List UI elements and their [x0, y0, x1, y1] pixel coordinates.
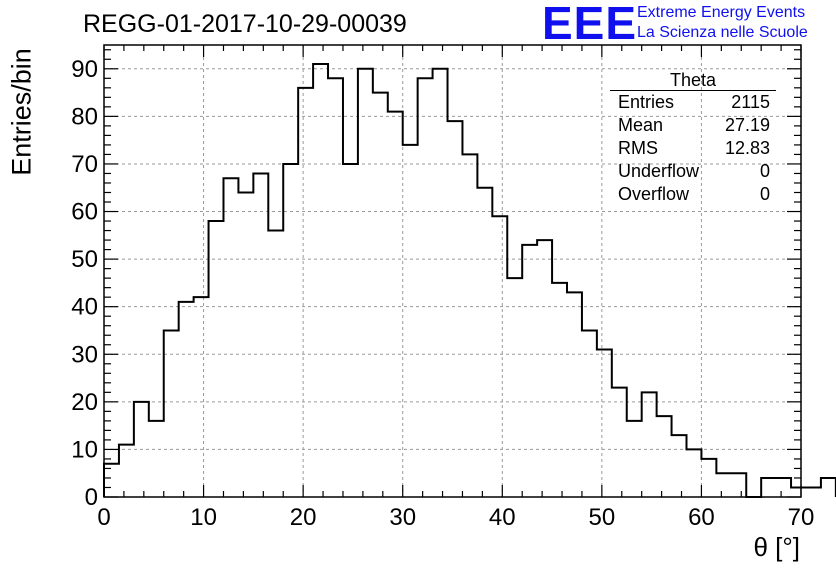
- histogram-bin: [686, 449, 701, 497]
- histogram-bin: [462, 154, 477, 497]
- stats-row-mean: Mean 27.19: [610, 114, 776, 137]
- stats-label: Overflow: [618, 184, 690, 204]
- y-tick-label: 0: [85, 484, 98, 511]
- histogram-bin: [716, 473, 731, 497]
- x-tick-label: 0: [97, 504, 110, 531]
- histogram-bin: [253, 173, 268, 497]
- x-tick-label: 60: [688, 504, 715, 531]
- histogram-bin: [194, 297, 209, 497]
- histogram-bin: [298, 88, 313, 497]
- histogram-bin: [283, 164, 298, 497]
- histogram-bin: [343, 164, 358, 497]
- histogram-bin: [612, 388, 627, 497]
- y-tick-label: 60: [71, 199, 98, 226]
- histogram-bin: [597, 350, 612, 497]
- x-tick-label: 40: [489, 504, 516, 531]
- y-tick-label: 30: [71, 341, 98, 368]
- stats-label: RMS: [618, 138, 658, 158]
- stats-row-underflow: Underflow 0: [610, 160, 776, 183]
- histogram-bin: [373, 93, 388, 497]
- histogram-bin: [433, 69, 448, 497]
- stats-label: Entries: [618, 92, 675, 112]
- histogram-bin: [731, 473, 746, 497]
- histogram-bin: [821, 478, 836, 497]
- x-axis-label: θ [°]: [753, 532, 800, 562]
- histogram-bin: [358, 69, 373, 497]
- histogram-bin: [403, 145, 418, 497]
- y-axis-label: Entries/bin: [6, 48, 37, 176]
- histogram-bin: [791, 487, 806, 497]
- histogram-bin: [492, 216, 507, 497]
- histogram-bin: [149, 421, 164, 497]
- histogram-bin: [522, 245, 537, 497]
- histogram-bin: [134, 402, 149, 497]
- y-tick-label: 10: [71, 436, 98, 463]
- histogram-bin: [552, 283, 567, 497]
- plot-frame: [103, 44, 802, 498]
- histogram-bin: [537, 240, 552, 497]
- stats-value: 27.19: [724, 115, 770, 135]
- stats-value: 12.83: [724, 138, 770, 158]
- histogram-bin: [582, 330, 597, 497]
- histogram-bin: [313, 64, 328, 497]
- histogram-bin: [164, 330, 179, 497]
- chart-title: REGG-01-2017-10-29-00039: [83, 10, 407, 38]
- y-tick-label: 40: [71, 294, 98, 321]
- histogram-bin: [268, 231, 283, 497]
- x-tick-label: 70: [788, 504, 815, 531]
- histogram-bin: [701, 459, 716, 497]
- histogram-bin: [448, 121, 463, 497]
- logo-line-1: Extreme Energy Events: [637, 4, 806, 21]
- histogram-bin: [567, 292, 582, 497]
- histogram-bin: [328, 78, 343, 497]
- histogram-bin: [642, 392, 657, 497]
- stats-label: Mean: [618, 115, 664, 135]
- stats-value: 2115: [731, 92, 770, 112]
- y-tick-label: 80: [71, 103, 98, 130]
- stats-row-rms: RMS 12.83: [610, 137, 776, 160]
- histogram-bin: [119, 445, 134, 497]
- histogram-bin: [209, 221, 224, 497]
- stats-label: Underflow: [618, 161, 700, 181]
- stats-box: Theta Entries 2115 Mean 27.19 RMS 12.83 …: [610, 70, 776, 206]
- x-tick-label: 50: [589, 504, 616, 531]
- y-tick-label: 90: [71, 56, 98, 83]
- y-tick-label: 20: [71, 389, 98, 416]
- histogram-bin: [179, 302, 194, 497]
- stats-row-entries: Entries 2115: [610, 91, 776, 114]
- histogram-bin: [672, 435, 687, 497]
- y-tick-label: 70: [71, 151, 98, 178]
- histogram-bin: [388, 112, 403, 497]
- logo-line-2: La Scienza nelle Scuole: [637, 24, 808, 41]
- histogram-bin: [238, 192, 253, 497]
- stats-value: 0: [759, 184, 770, 204]
- histogram-bin: [776, 478, 791, 497]
- y-tick-label: 50: [71, 246, 98, 273]
- stats-title: Theta: [610, 70, 776, 91]
- histogram-bin: [477, 188, 492, 497]
- histogram-bin: [806, 487, 821, 497]
- histogram-bin: [223, 178, 238, 497]
- x-tick-label: 30: [389, 504, 416, 531]
- stats-row-overflow: Overflow 0: [610, 183, 776, 206]
- eee-logo: EEE: [542, 0, 638, 49]
- histogram-bin: [507, 278, 522, 497]
- histogram-bin: [761, 478, 776, 497]
- x-tick-label: 20: [290, 504, 317, 531]
- histogram-series: [103, 63, 836, 498]
- histogram-bin: [418, 78, 433, 497]
- stats-value: 0: [759, 161, 770, 181]
- x-tick-label: 10: [190, 504, 217, 531]
- histogram-bin: [627, 421, 642, 497]
- histogram-bin: [657, 416, 672, 497]
